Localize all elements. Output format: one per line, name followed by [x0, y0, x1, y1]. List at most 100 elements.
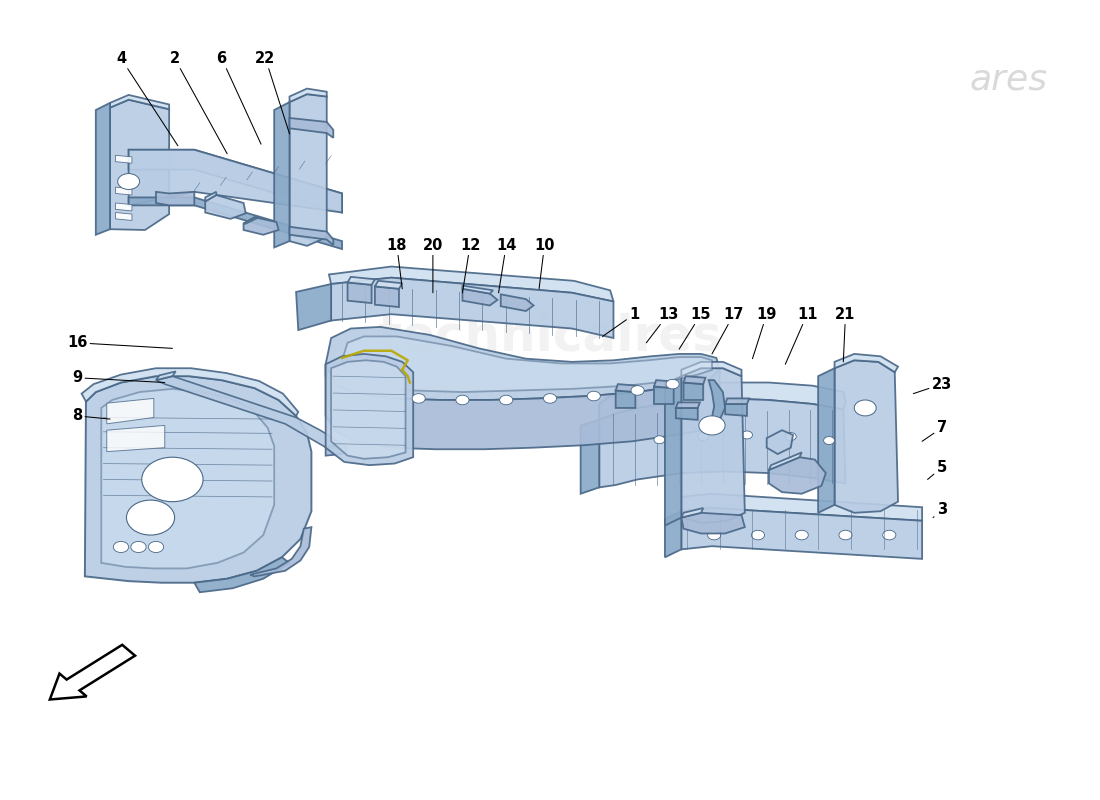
Polygon shape: [250, 527, 311, 576]
Polygon shape: [683, 376, 705, 384]
Text: 9: 9: [73, 370, 165, 386]
Polygon shape: [206, 195, 245, 219]
Polygon shape: [243, 218, 258, 224]
Polygon shape: [326, 364, 719, 450]
Circle shape: [855, 400, 876, 416]
Text: 3: 3: [933, 502, 947, 518]
Text: ares: ares: [970, 62, 1048, 96]
Polygon shape: [96, 103, 110, 234]
Polygon shape: [462, 286, 493, 294]
Polygon shape: [101, 389, 274, 569]
Polygon shape: [683, 382, 703, 400]
Polygon shape: [243, 218, 278, 234]
Polygon shape: [107, 426, 165, 452]
Circle shape: [698, 416, 725, 435]
Polygon shape: [326, 354, 414, 465]
Circle shape: [707, 530, 721, 540]
Circle shape: [666, 379, 679, 389]
Polygon shape: [331, 360, 406, 458]
Circle shape: [499, 395, 513, 405]
Polygon shape: [348, 282, 372, 303]
Circle shape: [882, 530, 895, 540]
Polygon shape: [767, 430, 793, 454]
Polygon shape: [835, 354, 898, 372]
Text: 10: 10: [535, 238, 554, 289]
Circle shape: [795, 530, 808, 540]
Polygon shape: [681, 494, 922, 521]
Polygon shape: [289, 89, 327, 102]
Text: 13: 13: [647, 306, 679, 342]
Polygon shape: [116, 203, 132, 211]
Polygon shape: [818, 368, 835, 513]
Polygon shape: [195, 558, 289, 592]
Polygon shape: [725, 398, 749, 404]
Polygon shape: [701, 380, 725, 430]
Text: 17: 17: [712, 306, 744, 354]
Circle shape: [785, 433, 796, 441]
Polygon shape: [289, 118, 333, 138]
Polygon shape: [289, 94, 327, 246]
Text: 8: 8: [73, 408, 110, 423]
Polygon shape: [675, 402, 700, 408]
Polygon shape: [675, 408, 697, 420]
Text: 16: 16: [67, 335, 173, 350]
Polygon shape: [375, 286, 399, 307]
Circle shape: [543, 394, 557, 403]
Polygon shape: [342, 337, 712, 392]
Text: 12: 12: [460, 238, 481, 293]
Text: 6: 6: [217, 51, 261, 144]
Circle shape: [412, 394, 426, 403]
Text: 18: 18: [386, 238, 407, 289]
Text: 14: 14: [496, 238, 516, 293]
Polygon shape: [116, 187, 132, 195]
Polygon shape: [462, 289, 497, 306]
Polygon shape: [110, 100, 169, 230]
Polygon shape: [769, 457, 826, 494]
Polygon shape: [110, 95, 169, 110]
Circle shape: [131, 542, 146, 553]
Circle shape: [113, 542, 129, 553]
Polygon shape: [654, 380, 675, 388]
Polygon shape: [769, 453, 802, 470]
Circle shape: [751, 530, 764, 540]
Circle shape: [697, 433, 708, 441]
Polygon shape: [116, 213, 132, 221]
Text: 11: 11: [785, 306, 817, 364]
Polygon shape: [725, 404, 747, 416]
Polygon shape: [348, 277, 375, 285]
Circle shape: [118, 174, 140, 190]
Text: 15: 15: [679, 306, 712, 349]
Polygon shape: [156, 192, 195, 206]
Polygon shape: [681, 362, 741, 376]
Circle shape: [126, 500, 175, 535]
Polygon shape: [107, 398, 154, 424]
Text: 1: 1: [603, 306, 639, 337]
Polygon shape: [375, 281, 403, 289]
Circle shape: [587, 391, 601, 401]
Polygon shape: [616, 384, 638, 392]
Circle shape: [142, 457, 204, 502]
Polygon shape: [326, 444, 348, 456]
Polygon shape: [681, 513, 745, 534]
Polygon shape: [326, 327, 719, 400]
Polygon shape: [81, 368, 298, 416]
Polygon shape: [616, 390, 636, 408]
Text: 21: 21: [835, 306, 856, 362]
Polygon shape: [681, 508, 922, 559]
Polygon shape: [664, 376, 681, 526]
Polygon shape: [681, 508, 703, 518]
Text: 7: 7: [922, 420, 947, 442]
Polygon shape: [289, 227, 333, 245]
Polygon shape: [681, 368, 745, 523]
Circle shape: [455, 395, 469, 405]
Circle shape: [741, 431, 752, 439]
Polygon shape: [116, 155, 132, 163]
FancyArrow shape: [50, 645, 135, 699]
Circle shape: [824, 437, 835, 445]
Circle shape: [839, 530, 853, 540]
Polygon shape: [296, 284, 331, 330]
Text: 5: 5: [927, 460, 947, 479]
Polygon shape: [600, 382, 846, 420]
Text: technicalres: technicalres: [377, 313, 723, 361]
Text: 19: 19: [752, 306, 777, 358]
